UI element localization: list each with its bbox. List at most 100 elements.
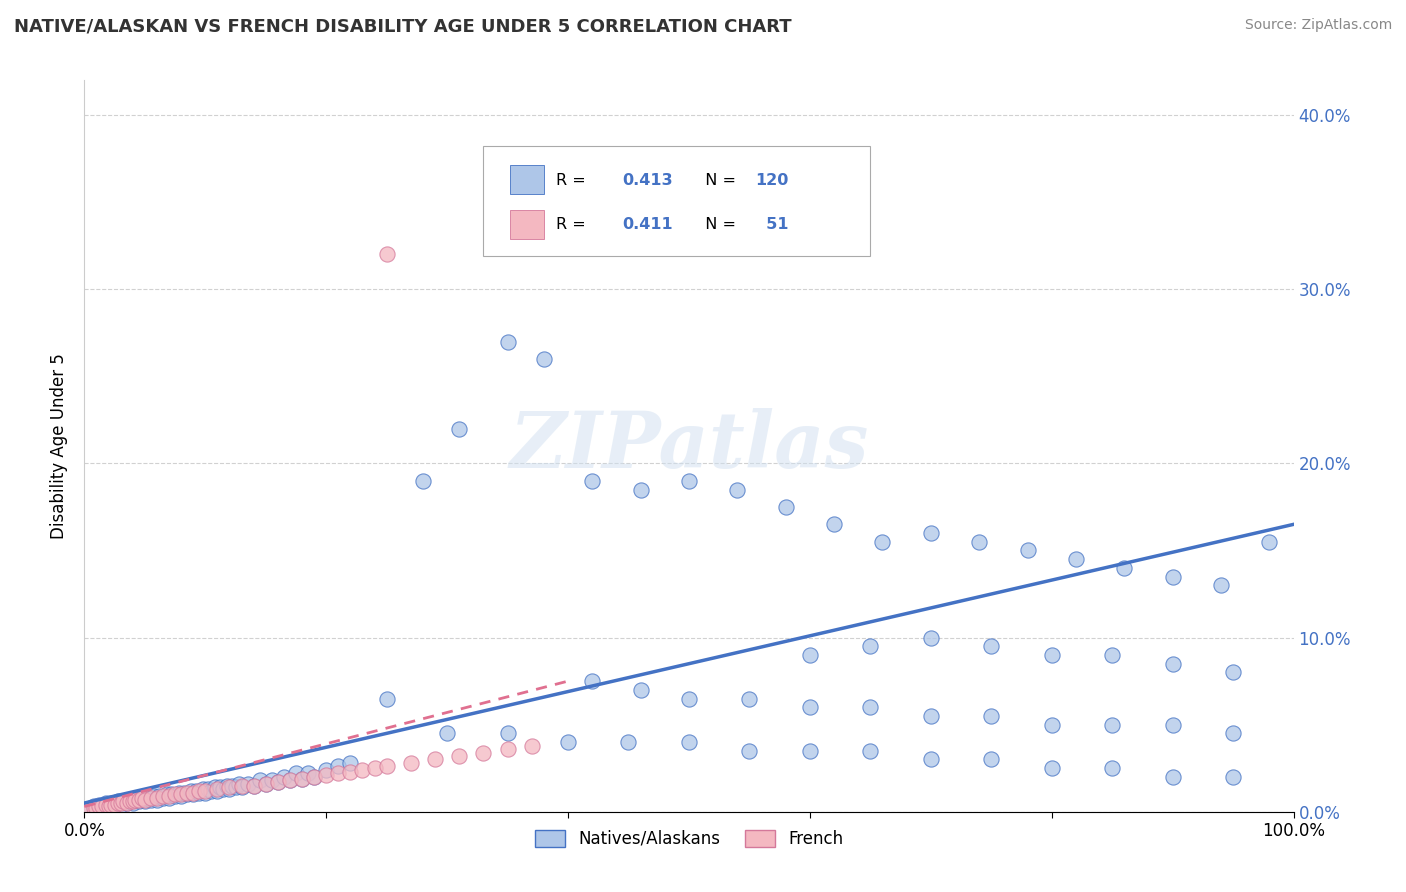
Point [242,779,264,793]
Point [725,483,748,497]
Point [1040,717,1063,731]
Point [112,794,135,808]
Point [200,784,222,798]
Text: ZIPatlas: ZIPatlas [509,408,869,484]
Point [920,709,942,723]
Point [191,782,214,797]
Point [91,799,114,814]
Point [581,474,603,488]
Bar [510,210,544,239]
Point [97,799,120,814]
Point [121,796,143,810]
Point [399,756,422,770]
Point [79,803,101,817]
Point [267,775,290,789]
Point [315,768,337,782]
Point [152,790,174,805]
Point [173,786,195,800]
Point [249,773,271,788]
Point [1040,761,1063,775]
Bar [510,165,544,194]
Point [157,790,180,805]
Point [91,799,114,814]
Point [107,796,129,810]
Text: 51: 51 [755,218,789,232]
Point [128,792,150,806]
Point [1222,665,1244,680]
Point [215,779,238,793]
Point [1101,648,1123,662]
Point [152,789,174,803]
Point [496,742,519,756]
Point [291,772,314,786]
Point [181,787,204,801]
Y-axis label: Disability Age Under 5: Disability Age Under 5 [51,353,69,539]
Point [581,674,603,689]
Point [87,799,110,814]
Point [86,801,108,815]
Text: 0.411: 0.411 [623,218,673,232]
Point [170,789,193,803]
Point [1101,761,1123,775]
Point [218,780,240,795]
Point [180,784,202,798]
Point [1161,770,1184,784]
Point [188,784,211,798]
Point [134,794,156,808]
Point [131,790,153,805]
Point [496,334,519,349]
Point [557,735,579,749]
Point [328,759,350,773]
Point [302,770,325,784]
Point [100,797,122,812]
Point [738,744,761,758]
Point [738,691,761,706]
Point [297,766,319,780]
Point [197,782,219,797]
Point [184,784,207,798]
Point [104,797,127,812]
Point [436,726,458,740]
Point [1161,569,1184,583]
Point [423,752,446,766]
Point [207,784,229,798]
Point [148,789,170,803]
Point [188,786,211,800]
Point [212,782,235,797]
Point [375,247,398,261]
Point [273,770,295,784]
Point [352,763,374,777]
Point [131,790,153,805]
Point [278,773,301,788]
Point [775,500,797,514]
Point [228,777,250,791]
Point [165,787,187,801]
Point [472,746,495,760]
Point [218,782,240,797]
Point [533,351,555,366]
Point [678,474,700,488]
Point [363,761,385,775]
FancyBboxPatch shape [484,146,870,256]
Point [496,726,519,740]
Point [291,772,314,786]
Point [980,640,1002,654]
Point [176,786,198,800]
Point [143,789,166,803]
Point [208,780,231,795]
Point [1101,717,1123,731]
Point [121,794,143,808]
Point [254,777,277,791]
Point [1161,717,1184,731]
Point [157,789,180,803]
Point [165,789,187,803]
Point [120,792,142,806]
Point [181,786,204,800]
Point [87,797,110,812]
Point [254,777,277,791]
Point [339,756,361,770]
Point [110,796,132,810]
Point [920,631,942,645]
Point [124,792,146,806]
Point [267,775,290,789]
